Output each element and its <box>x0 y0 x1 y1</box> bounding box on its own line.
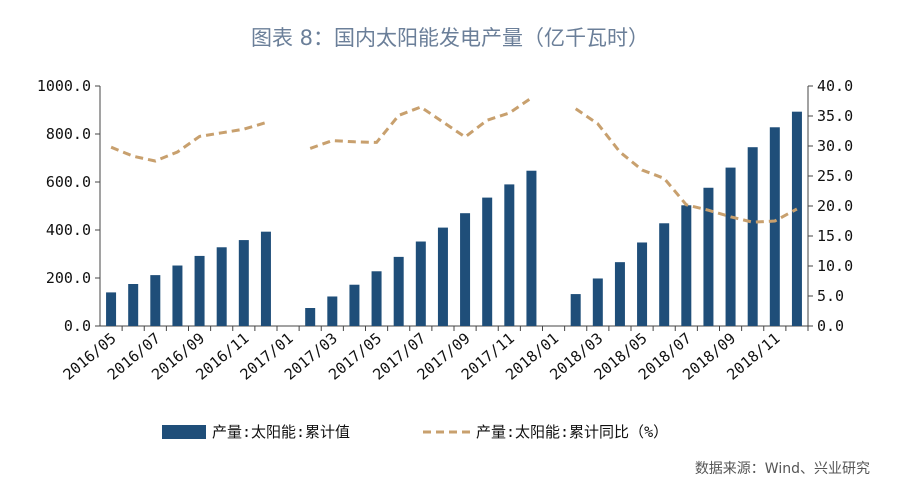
yoy-growth-line <box>110 121 267 163</box>
bar <box>703 187 714 326</box>
chart-title: 图表 8：国内太阳能发电产量（亿千瓦时） <box>250 26 650 50</box>
left-y-tick-label: 200.0 <box>46 269 91 287</box>
bar <box>637 242 648 326</box>
legend-bar-swatch <box>162 425 206 439</box>
bar <box>659 223 670 326</box>
right-y-tick-label: 25.0 <box>817 167 853 185</box>
bar <box>415 241 426 326</box>
left-y-tick-label: 400.0 <box>46 221 91 239</box>
bar <box>260 231 271 326</box>
bar <box>614 262 625 326</box>
left-y-tick-label: 1000.0 <box>37 77 91 95</box>
bar <box>128 284 139 326</box>
right-y-tick-label: 0.0 <box>817 317 844 335</box>
bar <box>305 308 316 326</box>
bar <box>460 213 471 326</box>
bar <box>725 167 736 326</box>
bar <box>349 284 360 326</box>
right-y-tick-label: 30.0 <box>817 137 853 155</box>
left-y-tick-label: 0.0 <box>64 317 91 335</box>
right-y-tick-label: 10.0 <box>817 257 853 275</box>
right-y-tick-label: 40.0 <box>817 77 853 95</box>
right-y-tick-label: 5.0 <box>817 287 844 305</box>
bar <box>216 247 227 326</box>
bar <box>194 255 205 326</box>
bar <box>327 296 338 326</box>
bar <box>106 292 117 326</box>
right-y-tick-label: 20.0 <box>817 197 853 215</box>
bar <box>570 294 581 326</box>
source-note: 数据来源：Wind、兴业研究 <box>694 461 870 477</box>
bar <box>393 256 404 326</box>
legend-line-label: 产量:太阳能:累计同比（%） <box>476 423 668 441</box>
bar <box>482 197 493 326</box>
bar <box>150 275 161 326</box>
bar <box>592 278 603 326</box>
right-y-tick-label: 15.0 <box>817 227 853 245</box>
bar <box>371 271 382 326</box>
left-y-tick-label: 600.0 <box>46 173 91 191</box>
bar <box>681 205 692 326</box>
legend-bar-label: 产量:太阳能:累计值 <box>212 423 350 441</box>
yoy-growth-line <box>574 107 798 224</box>
right-y-tick-label: 35.0 <box>817 107 853 125</box>
bar <box>504 184 515 326</box>
left-y-tick-label: 800.0 <box>46 125 91 143</box>
bar <box>769 127 780 326</box>
yoy-growth-line <box>309 96 533 150</box>
bar <box>172 265 183 326</box>
bar <box>238 240 249 326</box>
bar <box>526 170 537 326</box>
bar <box>791 111 802 327</box>
bar <box>747 147 758 326</box>
bar <box>437 227 448 326</box>
